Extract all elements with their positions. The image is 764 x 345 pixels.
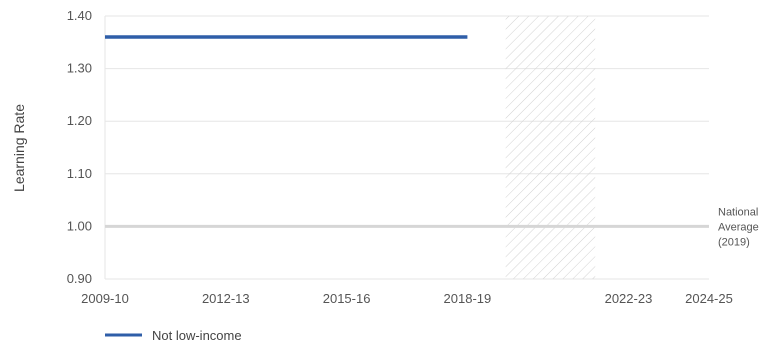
x-tick-labels: 2009-10 2012-13 2015-16 2018-19 2022-23 2024-… <box>81 291 733 306</box>
y-tick-label: 0.90 <box>67 271 92 286</box>
y-tick-label: 1.40 <box>67 8 92 23</box>
gridlines <box>104 15 709 280</box>
x-tick-label: 2009-10 <box>81 291 129 306</box>
y-tick-labels: 0.90 1.00 1.10 1.20 1.30 1.40 <box>67 8 92 286</box>
y-tick-label: 1.00 <box>67 218 92 233</box>
x-tick-label: 2012-13 <box>202 291 250 306</box>
national-average-label: National Average (2019) <box>718 206 759 248</box>
y-axis-label: Learning Rate <box>11 104 27 192</box>
x-tick-label: 2024-25 <box>685 291 733 306</box>
x-tick-label: 2022-23 <box>605 291 653 306</box>
legend-label: Not low-income <box>152 328 242 343</box>
legend: Not low-income <box>105 328 242 343</box>
y-tick-label: 1.30 <box>67 61 92 76</box>
national-average-label-line: (2019) <box>718 236 750 248</box>
x-tick-label: 2018-19 <box>444 291 492 306</box>
x-tick-label: 2015-16 <box>323 291 371 306</box>
hatched-region <box>505 16 596 279</box>
y-tick-label: 1.20 <box>67 113 92 128</box>
y-tick-label: 1.10 <box>67 166 92 181</box>
national-average-label-line: Average <box>718 221 759 233</box>
national-average-label-line: National <box>718 206 758 218</box>
